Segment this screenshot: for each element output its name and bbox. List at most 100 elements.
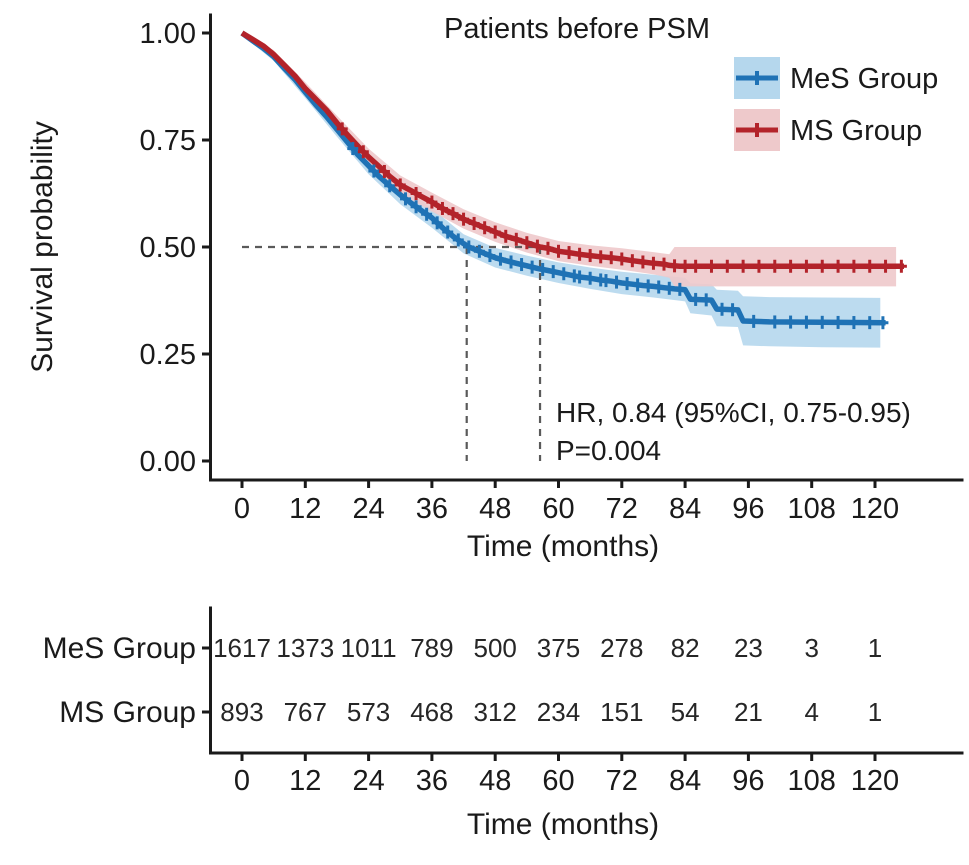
risk-count: 573 xyxy=(347,697,390,727)
legend-item-ms: MS Group xyxy=(734,109,922,151)
risk-row-label-mes: MeS Group xyxy=(43,632,196,665)
censor-plus-ms-group xyxy=(690,259,702,273)
y-tick-label: 0.75 xyxy=(140,125,196,157)
risk-counts: 1617 1373 1011 789 500 375 278 82 23 3 1 893 767 573 4… xyxy=(213,633,882,727)
censor-plus-mes-group xyxy=(785,315,797,329)
risk-count: 82 xyxy=(671,633,700,663)
censor-plus-ms-group xyxy=(647,256,659,270)
y-tick-label: 1.00 xyxy=(140,18,196,50)
risk-x-tick-label: 48 xyxy=(479,765,511,797)
censor-plus-ms-group xyxy=(458,212,470,226)
censor-plus-ms-group xyxy=(605,251,617,265)
censor-plus-ms-group xyxy=(410,187,422,200)
censor-plus-mes-group xyxy=(400,192,412,206)
censor-plus-ms-group xyxy=(800,259,812,273)
censor-plus-mes-group xyxy=(621,277,633,291)
censor-plus-ms-group xyxy=(832,259,844,273)
median-dashed-lines xyxy=(242,245,542,461)
risk-count: 54 xyxy=(671,697,700,727)
censor-plus-ms-group xyxy=(616,252,628,266)
censor-plus-ms-group xyxy=(595,250,607,264)
censor-plus-mes-group xyxy=(864,316,876,330)
risk-x-tick-label: 72 xyxy=(606,765,638,797)
censor-plus-mes-group xyxy=(600,274,612,288)
censor-plus-mes-group xyxy=(547,265,559,279)
censor-plus-mes-group xyxy=(384,179,396,193)
y-axis-ticks: 1.00 0.75 0.50 0.25 0.00 xyxy=(140,18,211,478)
censor-plus-ms-group xyxy=(669,259,681,273)
x-tick-label: 84 xyxy=(669,493,701,525)
censor-plus-ms-group xyxy=(880,259,892,273)
censor-plus-ms-group xyxy=(553,244,564,258)
censor-plus-ms-group xyxy=(447,207,459,221)
x-tick-label: 72 xyxy=(606,493,638,525)
censor-plus-mes-group xyxy=(574,270,586,284)
censor-plus-ms-group xyxy=(394,178,406,192)
risk-count: 23 xyxy=(734,633,763,663)
x-axis-ticks: 0 12 24 36 48 60 72 84 96 108 120 xyxy=(234,480,899,525)
x-tick-label: 120 xyxy=(851,493,899,525)
censor-plus-mes-group xyxy=(848,316,860,330)
censor-plus-mes-group xyxy=(473,244,485,258)
risk-count: 893 xyxy=(220,697,263,727)
censor-plus-mes-group xyxy=(653,280,665,294)
censor-plus-mes-group xyxy=(421,207,433,221)
censor-plus-mes-group xyxy=(484,249,496,263)
censor-plus-ms-group xyxy=(542,241,554,255)
censor-plus-mes-group xyxy=(463,240,475,254)
censor-plus-ms-group xyxy=(753,259,765,273)
censor-plus-ms-group xyxy=(864,259,876,273)
censor-plus-mes-group xyxy=(347,142,359,156)
censor-plus-ms-group xyxy=(637,255,649,269)
censor-plus-mes-group xyxy=(452,233,464,247)
risk-row-label-ms: MS Group xyxy=(59,696,196,729)
risk-count: 21 xyxy=(734,697,763,727)
censor-plus-ms-group xyxy=(563,246,575,260)
censor-plus-ms-group xyxy=(500,229,512,243)
censor-plus-mes-group xyxy=(611,275,623,289)
censor-plus-mes-group xyxy=(442,225,454,239)
censor-plus-mes-group xyxy=(368,164,380,178)
censor-plus-ms-group xyxy=(584,249,596,263)
censor-plus-ms-group xyxy=(510,232,522,246)
risk-x-tick-label: 24 xyxy=(352,765,384,797)
legend-item-mes: MeS Group xyxy=(734,57,938,99)
censor-plus-mes-group xyxy=(494,252,506,266)
risk-count: 375 xyxy=(537,633,580,663)
censor-plus-ms-group xyxy=(769,259,781,273)
risk-x-tick-label: 96 xyxy=(732,765,764,797)
censor-plus-mes-group xyxy=(632,278,644,292)
censor-plus-mes-group xyxy=(816,315,828,329)
risk-x-tick-label: 108 xyxy=(788,765,836,797)
x-axis-title: Time (months) xyxy=(467,530,659,563)
risk-x-tick-label: 36 xyxy=(416,765,448,797)
censor-plus-ms-group xyxy=(848,259,860,273)
x-tick-label: 36 xyxy=(416,493,448,525)
ci-band-mes-group xyxy=(242,33,881,348)
risk-count: 767 xyxy=(284,697,327,727)
risk-row-ticks xyxy=(202,646,211,714)
legend-label-mes: MeS Group xyxy=(790,63,938,95)
risk-count: 3 xyxy=(804,633,818,663)
x-tick-label: 24 xyxy=(352,493,384,525)
risk-count: 312 xyxy=(474,697,517,727)
censor-plus-mes-group xyxy=(832,315,844,329)
censor-plus-ms-group xyxy=(378,164,390,178)
censor-plus-ms-group xyxy=(705,259,717,273)
censor-plus-mes-group xyxy=(505,255,517,269)
main-plot: 1.00 0.75 0.50 0.25 0.00 0 12 24 36 48 60 72 84 96 10… xyxy=(26,13,964,563)
censor-plus-mes-group xyxy=(410,200,422,214)
y-tick-label: 0.50 xyxy=(140,232,196,264)
censor-plus-mes-group xyxy=(537,262,549,276)
censor-plus-ms-group xyxy=(574,247,586,261)
x-tick-label: 12 xyxy=(289,493,321,525)
censor-plus-mes-group xyxy=(663,281,675,295)
censor-plus-mes-group xyxy=(769,315,781,329)
risk-count: 468 xyxy=(410,697,453,727)
censor-plus-ms-group xyxy=(336,122,348,136)
y-tick-label: 0.00 xyxy=(140,446,196,478)
risk-x-tick-label: 12 xyxy=(289,765,321,797)
risk-count: 151 xyxy=(600,697,643,727)
risk-x-tick-label: 120 xyxy=(851,765,899,797)
